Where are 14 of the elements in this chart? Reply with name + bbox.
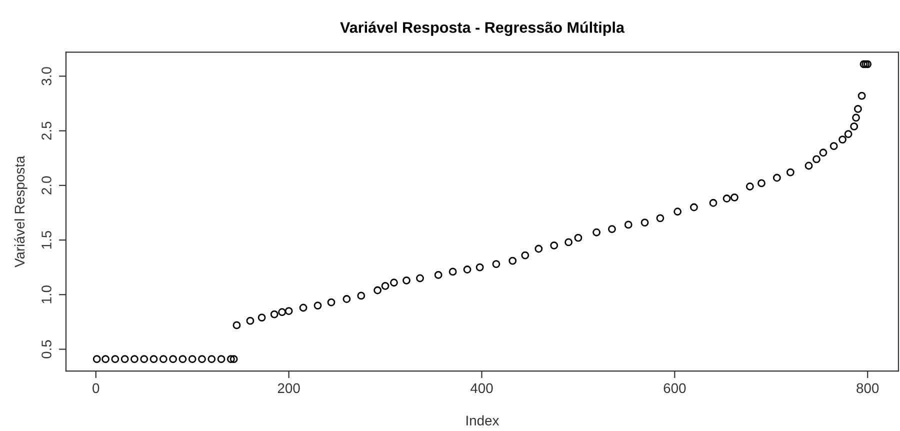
y-axis-title: Variável Resposta <box>14 156 28 268</box>
y-tick-label: 3.0 <box>42 67 52 86</box>
x-tick-label: 800 <box>856 383 879 394</box>
y-tick-label: 0.5 <box>42 340 52 358</box>
x-tick-label: 400 <box>470 383 493 394</box>
x-tick-label: 600 <box>664 383 686 394</box>
y-tick-label: 1.5 <box>42 230 52 249</box>
x-axis-title: Index <box>466 415 500 426</box>
y-tick-label: 2.0 <box>42 176 52 194</box>
x-tick-label: 200 <box>278 383 300 394</box>
x-tick-label: 0 <box>92 383 100 394</box>
y-tick-label: 2.5 <box>42 122 52 140</box>
chart-title: Variável Resposta - Regressão Múltipla <box>340 22 625 36</box>
y-tick-label: 1.0 <box>42 286 52 304</box>
